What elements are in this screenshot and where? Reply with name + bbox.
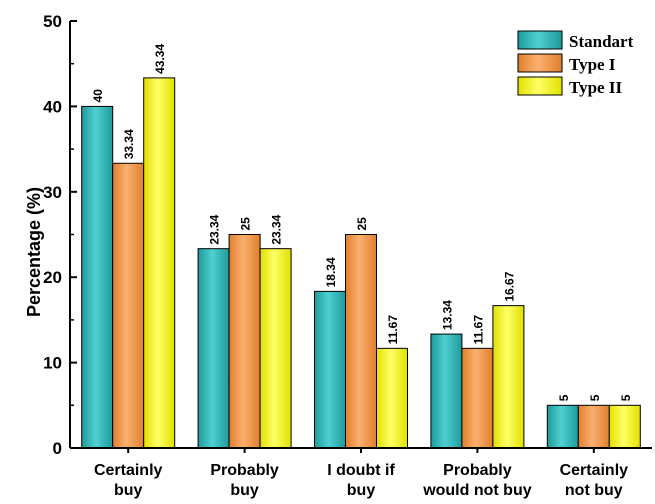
bar-2-2 (228, 234, 261, 449)
legend-label: Type I (569, 55, 616, 74)
value-label: 5 (619, 394, 633, 401)
bar-2-5 (577, 404, 610, 449)
value-label: 5 (557, 394, 571, 401)
legend-swatch-2 (517, 53, 563, 73)
bar-1-5 (546, 404, 579, 449)
value-label: 23.34 (270, 214, 284, 244)
value-label: 25 (355, 217, 369, 231)
value-label: 33.34 (122, 129, 136, 159)
bar-3-3 (376, 347, 408, 449)
value-labels-layer: 40 33.34 43.34 23.34 25 23.34 18.34 25 11.67 13.3… (91, 44, 633, 402)
legend-swatch-3 (517, 76, 563, 96)
x-tick-label: I doubt if (327, 462, 395, 479)
bar-1-3 (314, 290, 346, 449)
value-label: 43.34 (153, 44, 167, 74)
x-tick-label: Probably (210, 462, 279, 479)
x-tick-label: Certainly (94, 462, 163, 479)
value-label: 23.34 (208, 214, 222, 244)
value-label: 25 (239, 217, 253, 231)
y-tick-label: 40 (43, 97, 62, 116)
legend-label: Type II (569, 78, 622, 97)
y-tick-label: 30 (43, 183, 62, 202)
bar-1-2 (197, 248, 230, 449)
bar-2-1 (112, 162, 145, 449)
legend-label: Standart (569, 32, 634, 51)
bar-3-1 (143, 77, 176, 449)
x-tick-label: Probably (443, 462, 512, 479)
value-label: 11.67 (386, 315, 400, 345)
x-tick-label: buy (347, 482, 376, 499)
bar-2-4 (461, 347, 494, 449)
value-label: 13.34 (440, 300, 454, 330)
y-axis-label: Percentage (%) (24, 187, 44, 317)
y-tick-label: 0 (53, 439, 62, 458)
bar-2-3 (345, 234, 377, 449)
x-tick-label: Certainly (560, 462, 629, 479)
x-tick-label: would not buy (422, 482, 532, 499)
bar-3-2 (259, 248, 292, 449)
legend: Standart Type I Type II (517, 30, 634, 97)
value-label: 18.34 (324, 257, 338, 287)
legend-swatch-1 (517, 30, 563, 50)
x-tick-label: not buy (565, 482, 623, 499)
value-label: 11.67 (471, 315, 485, 345)
bar-3-4 (492, 305, 525, 449)
bars-layer (81, 77, 641, 449)
bar-1-4 (430, 333, 463, 449)
x-tick-label: buy (230, 482, 259, 499)
x-tick-label: buy (114, 482, 143, 499)
y-tick-label: 20 (43, 268, 62, 287)
y-tick-label: 50 (43, 12, 62, 31)
value-label: 5 (588, 394, 602, 401)
bar-1-1 (81, 105, 114, 449)
axes-layer: 0 10 20 30 40 50 Certainly buy Probably buy I doub… (43, 12, 652, 499)
bar-3-5 (608, 404, 641, 449)
value-label: 40 (91, 89, 105, 103)
value-label: 16.67 (502, 271, 516, 301)
y-tick-label: 10 (43, 354, 62, 373)
